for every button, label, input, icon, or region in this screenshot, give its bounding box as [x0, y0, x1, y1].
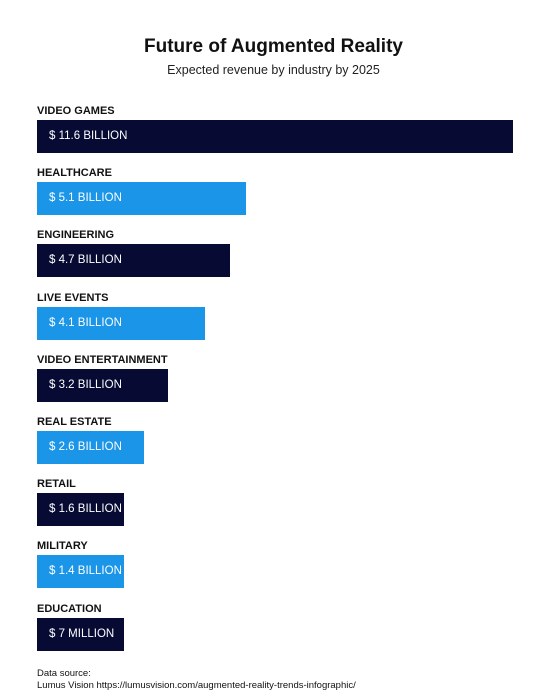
- data-source: Data source: Lumus Vision https://lumusv…: [37, 668, 356, 692]
- bar: $ 4.1 BILLION: [37, 306, 206, 340]
- category-label: VIDEO GAMES: [37, 105, 115, 117]
- bar-value-label: $ 4.7 BILLION: [49, 254, 122, 267]
- bar-value-label: $ 1.6 BILLION: [49, 503, 122, 516]
- category-label: MILITARY: [37, 540, 88, 553]
- category-label: ENGINEERING: [37, 229, 115, 242]
- bar-value-label: $ 2.6 BILLION: [49, 441, 122, 453]
- bar-value-label: $ 5.1 BILLION: [49, 192, 122, 205]
- bar-value-label: $ 11.6 BILLION: [49, 130, 128, 142]
- source-label: Data source:: [37, 668, 91, 679]
- chart-title: Future of Augmented Reality: [144, 36, 403, 57]
- category-label: LIVE EVENTS: [37, 291, 109, 304]
- chart-subtitle: Expected revenue by industry by 2025: [167, 63, 380, 77]
- bar: $ 1.4 BILLION: [37, 555, 124, 589]
- bar-value-label: $ 1.4 BILLION: [49, 565, 122, 578]
- bar: $ 2.6 BILLION: [37, 431, 144, 464]
- category-label: REAL ESTATE: [37, 416, 112, 428]
- category-label: HEALTHCARE: [37, 167, 112, 180]
- source-link[interactable]: Lumus Vision https://lumusvision.com/aug…: [37, 680, 356, 691]
- bar: $ 7 MILLION: [37, 617, 124, 651]
- bar: $ 3.2 BILLION: [37, 368, 169, 402]
- bar-value-label: $ 7 MILLION: [49, 627, 115, 640]
- bar: $ 11.6 BILLION: [37, 120, 513, 153]
- bar: $ 1.6 BILLION: [37, 493, 124, 527]
- category-label: VIDEO ENTERTAINMENT: [37, 353, 168, 366]
- bar: $ 4.7 BILLION: [37, 244, 230, 278]
- bar-value-label: $ 4.1 BILLION: [49, 316, 122, 329]
- category-label: RETAIL: [37, 478, 76, 491]
- bar: $ 5.1 BILLION: [37, 182, 247, 216]
- category-label: EDUCATION: [37, 602, 102, 615]
- bar-value-label: $ 3.2 BILLION: [49, 378, 122, 391]
